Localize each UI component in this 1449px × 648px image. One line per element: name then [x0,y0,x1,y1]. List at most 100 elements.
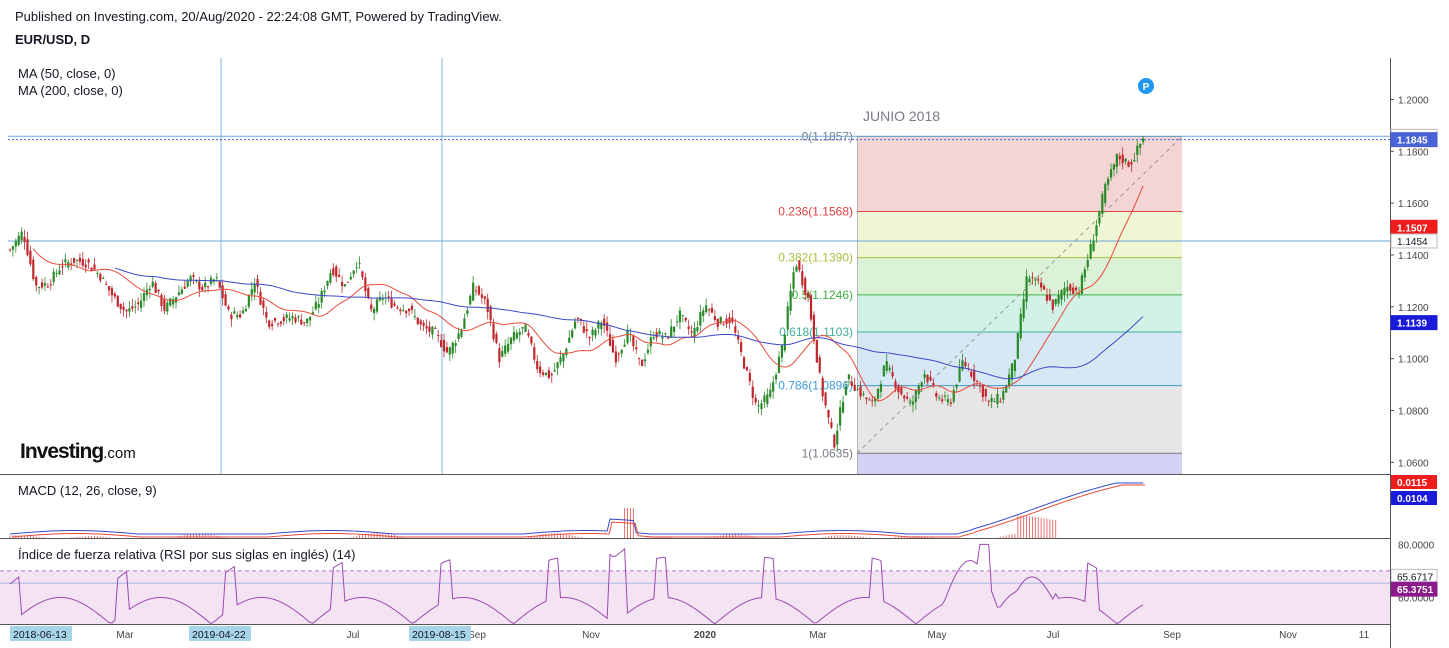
candle-body [774,374,778,380]
candle-body [419,320,422,325]
candle-body [684,317,687,321]
candle-body [8,249,12,251]
candle-body [635,347,638,350]
candle-body [626,329,629,344]
candle-body [603,318,606,326]
candle-body [871,400,874,402]
candle-body [1124,158,1127,162]
time-tick-label: Sep [1163,630,1181,641]
candle-body [17,235,20,245]
candle-body [201,286,204,291]
candle-body [110,288,114,296]
candle-body [946,399,950,403]
marker-circle [1138,78,1154,94]
candle-body [1109,169,1113,178]
candle-body [1054,299,1057,305]
candle-body [920,382,923,387]
candle-body [1089,244,1092,259]
candle-body [865,397,868,400]
chart-grid [8,58,1390,474]
candle-body [67,262,70,268]
candle-body [320,290,323,303]
candle-body [367,288,370,299]
rsi-pane: 80.0000 60.0000 65.6717 65.3751 [0,540,1438,625]
candle-body [169,298,172,306]
rsi-legend: Índice de fuerza relativa (RSI por sus s… [18,547,356,562]
candle-body [1112,164,1116,170]
rsi-line [9,543,1144,625]
candle-body [180,289,183,295]
time-tick-label: Nov [1279,630,1297,641]
candle-body [897,385,900,393]
time-tick-label: Sep [468,630,486,641]
candle-body [643,359,647,362]
candle-body [804,278,807,295]
candle-body [154,283,157,293]
candle-body [530,336,533,344]
macd-value-box [1391,475,1437,489]
candle-body [474,290,478,292]
candle-body [841,401,845,413]
candle-body [745,367,749,371]
candle-body [230,314,233,320]
candle-body [911,401,915,405]
candle-body [405,310,408,314]
candle-body [576,317,580,319]
candle-body [192,275,195,277]
candle-body [1028,278,1031,283]
candle-body [1136,145,1139,155]
candle-body [512,332,516,341]
investing-logo: Investing.com [20,440,136,463]
rsi-tick-label: 80.0000 [1398,540,1435,551]
candle-body [1066,286,1069,292]
price-tick-label: 1.1000 [1398,355,1429,366]
candle-body [1133,160,1136,162]
candle-body [198,281,201,290]
candle-body [769,389,772,397]
candle-body [160,294,163,306]
candle-body [509,337,513,345]
candle-body [876,388,880,399]
candle-body [244,308,248,312]
candle-body [740,342,743,353]
candle-body [343,284,347,287]
candle-body [442,340,446,352]
candle-body [268,320,271,328]
time-tick-label: Jul [1047,630,1060,641]
candle-body [1010,363,1014,380]
candle-body [900,387,903,395]
candle-body [262,300,265,308]
fib-level-label: 0.618(1.1103) [779,325,853,339]
time-tick-label: 2020 [694,630,717,641]
candle-body [690,331,693,333]
time-tick-label: Mar [809,630,827,641]
candle-body [102,277,105,279]
candle-body [553,369,556,372]
candle-body [1016,333,1019,359]
candle-body [518,331,521,335]
candle-body [489,306,492,321]
candle-body [600,322,603,330]
candle-body [451,342,454,354]
candle-body [786,306,789,330]
candle-body [783,334,786,351]
date-tag-box [189,626,251,641]
candle-body [815,339,818,363]
candle-body [148,288,151,291]
candle-body [941,399,944,402]
candle-body [311,312,315,315]
candle-body [285,314,288,318]
candle-body [594,329,597,336]
candle-body [422,322,425,326]
candle-body [734,326,737,333]
candle-body [926,375,929,383]
candle-body [675,321,679,323]
candle-body [81,259,84,266]
candle-body [1139,144,1142,148]
candle-body [891,372,894,377]
candle-body [874,398,877,402]
candle-body [434,327,437,329]
time-tick-label: Mar [116,630,134,641]
candle-body [923,373,926,378]
